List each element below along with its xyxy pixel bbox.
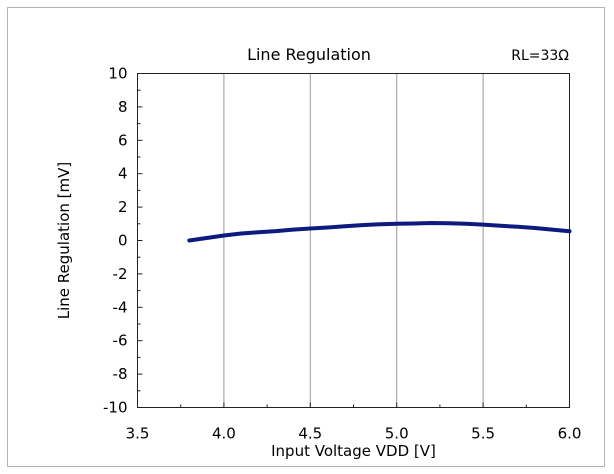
chart-annotation: RL=33Ω: [511, 48, 569, 64]
x-tick-label: 5.5: [471, 425, 495, 443]
y-tick-label: -6: [113, 332, 128, 350]
series-line: [187, 221, 572, 243]
y-tick-label: 6: [118, 131, 128, 149]
y-tick-label: -8: [113, 365, 128, 383]
x-tick-labels: 3.5 4.0 4.5 5.0 5.5 6.0: [126, 425, 582, 443]
x-tick-label: 6.0: [558, 425, 582, 443]
chart-title: Line Regulation: [247, 45, 371, 64]
x-tick-label: 4.0: [212, 425, 236, 443]
y-tick-label: 8: [118, 98, 128, 116]
y-axis-label: Line Regulation [mV]: [55, 162, 73, 319]
y-tick-label: -10: [103, 399, 128, 417]
y-tick-label: 2: [118, 198, 128, 216]
axis-ticks: [137, 73, 570, 408]
x-tick-label: 5.0: [385, 425, 409, 443]
y-tick-label: 0: [118, 232, 128, 250]
y-tick-label: 4: [118, 165, 128, 183]
y-tick-label: -2: [113, 265, 128, 283]
y-tick-label: 10: [108, 65, 127, 83]
y-tick-labels: 10 8 6 4 2 0 -2 -4 -6 -8 -10: [103, 65, 128, 417]
x-tick-label: 3.5: [126, 425, 150, 443]
x-axis-label: Input Voltage VDD [V]: [271, 442, 436, 460]
chart-frame: Line Regulation RL=33Ω 10 8 6 4 2 0 -2 -4 -6 -8 -1…: [7, 7, 605, 467]
x-tick-label: 4.5: [298, 425, 322, 443]
y-tick-label: -4: [113, 298, 128, 316]
grid-lines: [223, 73, 484, 408]
line-regulation-chart: Line Regulation RL=33Ω 10 8 6 4 2 0 -2 -4 -6 -8 -1…: [55, 45, 582, 460]
